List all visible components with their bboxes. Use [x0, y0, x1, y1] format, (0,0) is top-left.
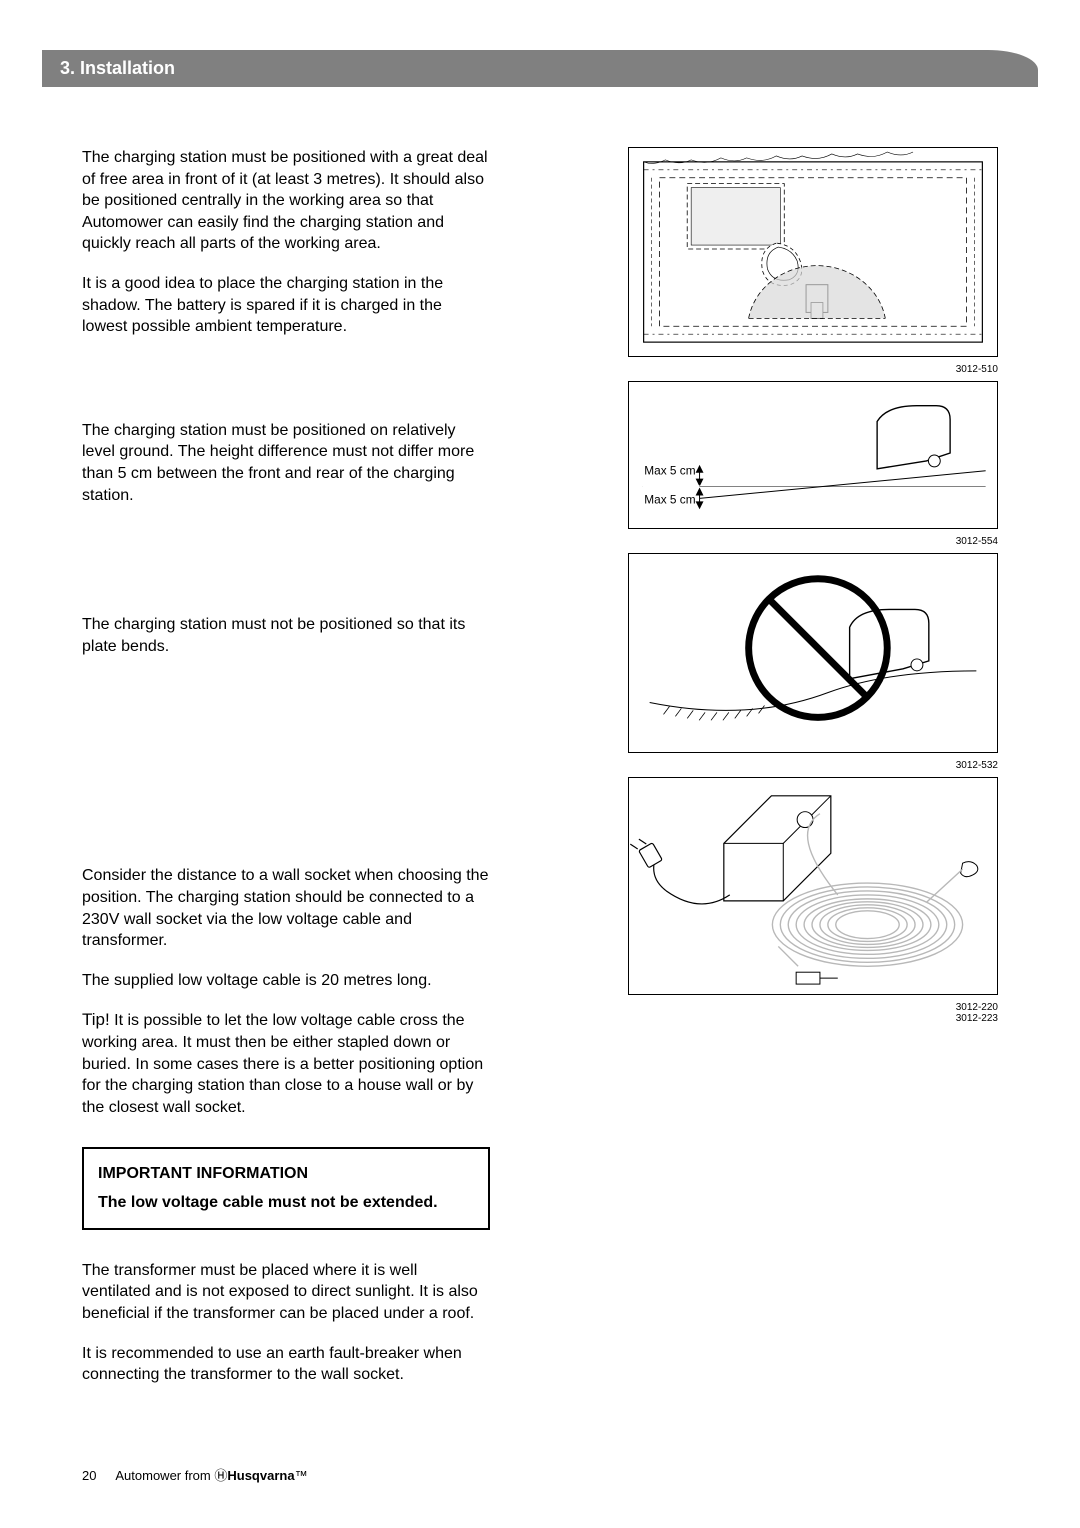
brand-logo-icon: Ⓗ [214, 1468, 227, 1483]
text-column: The charging station must be positioned … [82, 147, 490, 1404]
figure-wrap: 3012-532 [628, 553, 998, 771]
paragraph: It is recommended to use an earth fault-… [82, 1343, 490, 1386]
section-header: 3. Installation [42, 50, 1038, 87]
figure-wrap: 3012-510 [628, 147, 998, 375]
content-area: The charging station must be positioned … [42, 147, 1038, 1404]
figure-id: 3012-220 3012-223 [628, 1002, 998, 1024]
figure-id: 3012-532 [628, 760, 998, 771]
brand-name: Husqvarna [227, 1468, 294, 1483]
paragraph: The charging station must be positioned … [82, 147, 490, 255]
paragraph: It is a good idea to place the charging … [82, 273, 490, 338]
paragraph: The supplied low voltage cable is 20 met… [82, 970, 490, 992]
bent-plate-figure [628, 553, 998, 753]
section-title: 3. Installation [60, 58, 175, 78]
level-ground-figure: Max 5 cm Max 5 cm [628, 381, 998, 529]
paragraph-tip: Tip! It is possible to let the low volta… [82, 1009, 490, 1118]
garden-layout-figure [628, 147, 998, 357]
paragraph: The charging station must not be positio… [82, 614, 490, 657]
paragraph: Consider the distance to a wall socket w… [82, 865, 490, 951]
callout-body: The low voltage cable must not be extend… [98, 1192, 474, 1214]
max-label: Max 5 cm [644, 492, 695, 506]
important-callout: IMPORTANT INFORMATION The low voltage ca… [82, 1147, 490, 1230]
tip-label: Tip! [82, 1010, 110, 1029]
paragraph: The transformer must be placed where it … [82, 1260, 490, 1325]
callout-title: IMPORTANT INFORMATION [98, 1163, 474, 1185]
figure-wrap: Max 5 cm Max 5 cm 3012-554 [628, 381, 998, 547]
figure-id: 3012-510 [628, 364, 998, 375]
transformer-cable-figure [628, 777, 998, 995]
max-label: Max 5 cm [644, 464, 695, 478]
page-footer: 20 Automower from ⒽHusqvarna™ [82, 1465, 308, 1484]
figure-id-line: 3012-220 [956, 1002, 998, 1013]
figure-id-line: 3012-223 [956, 1013, 998, 1024]
trademark: ™ [295, 1468, 308, 1483]
figure-wrap: 3012-220 3012-223 [628, 777, 998, 1024]
page-number: 20 [82, 1468, 96, 1483]
figure-column: 3012-510 Max 5 cm Max 5 cm [628, 147, 998, 1404]
figure-id: 3012-554 [628, 536, 998, 547]
paragraph: The charging station must be positioned … [82, 420, 490, 506]
footer-text: Automower from [115, 1468, 214, 1483]
tip-body: It is possible to let the low voltage ca… [82, 1012, 483, 1116]
